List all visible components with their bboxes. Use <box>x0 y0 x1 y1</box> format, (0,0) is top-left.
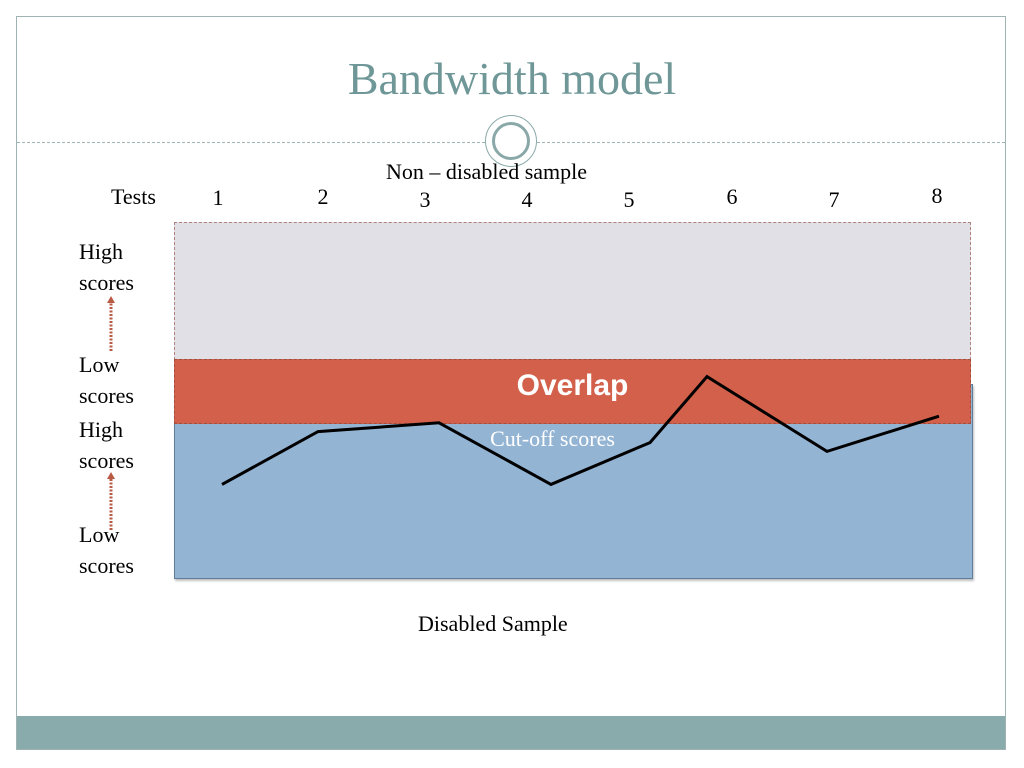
circle-ornament-inner <box>492 122 530 160</box>
slide-title: Bandwidth model <box>347 53 677 104</box>
lower-high-scores-label: High scores <box>79 417 134 473</box>
tests-label: Tests <box>111 184 156 209</box>
upper-low-scores-label: Low scores <box>79 352 134 408</box>
test-number-6: 6 <box>726 184 738 209</box>
cutoff-scores-label: Cut-off scores <box>490 426 615 451</box>
test-number-8: 8 <box>931 183 943 208</box>
overlap-band <box>174 359 971 424</box>
test-number-2: 2 <box>317 184 329 209</box>
test-number-7: 7 <box>828 187 840 212</box>
test-number-1: 1 <box>212 185 224 210</box>
footer-band <box>17 716 1005 749</box>
lower-low-scores-label: Low scores <box>79 522 134 578</box>
lower-scale-arrow-icon <box>107 472 115 530</box>
test-number-5: 5 <box>623 187 635 212</box>
non-disabled-sample-label: Non – disabled sample <box>386 159 588 184</box>
disabled-sample-label: Disabled Sample <box>418 611 568 636</box>
circle-ornament-icon <box>485 115 537 167</box>
score-profile-line <box>221 374 940 487</box>
upper-scale-arrow-icon <box>107 296 115 351</box>
test-number-4: 4 <box>521 187 533 212</box>
upper-high-scores-label: High scores <box>79 239 134 295</box>
test-number-3: 3 <box>419 187 431 212</box>
non-disabled-band <box>174 222 971 360</box>
overlap-label: Overlap <box>516 369 629 402</box>
